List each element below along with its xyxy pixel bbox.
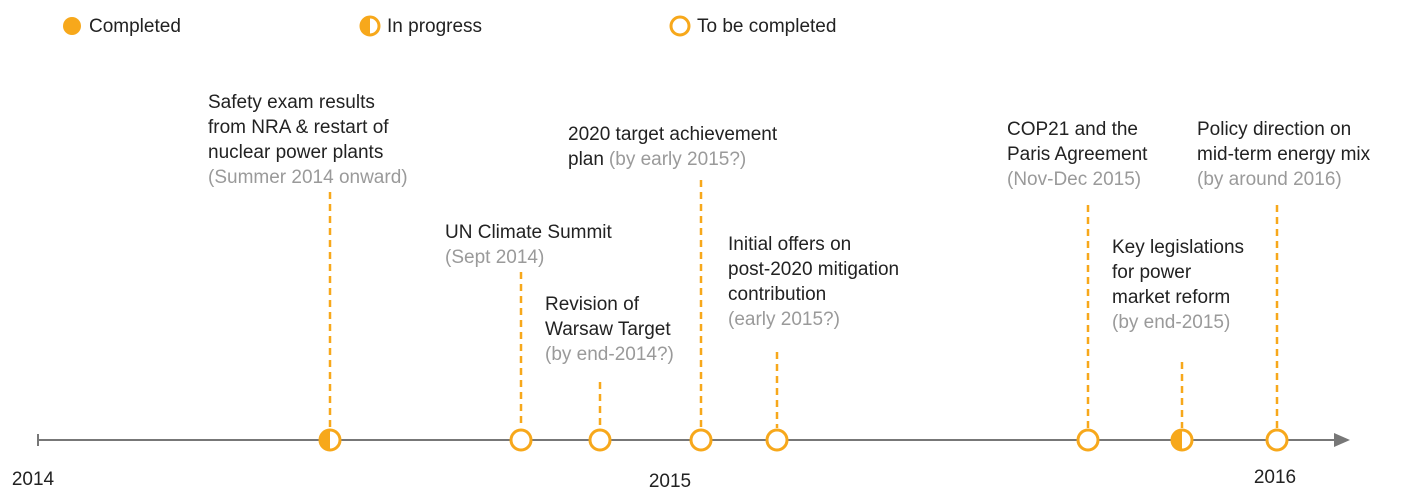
event-label: post-2020 mitigation <box>728 259 899 280</box>
legend-label: In progress <box>387 16 482 37</box>
event-date: (by end-2015) <box>1112 312 1230 333</box>
marker-ring <box>1265 428 1289 452</box>
event-label: COP21 and the <box>1007 119 1138 140</box>
year-label: 2015 <box>649 471 691 491</box>
legend-label: To be completed <box>697 16 836 37</box>
event-date: (Summer 2014 onward) <box>208 167 408 188</box>
event-label-line: plan <box>568 149 604 170</box>
marker-fill <box>63 17 81 35</box>
event-marker <box>689 428 713 452</box>
event-label-line: market reform <box>1112 287 1230 308</box>
event-label: nuclear power plants <box>208 142 383 163</box>
event-marker <box>318 428 342 452</box>
event-label-line: Safety exam results <box>208 92 375 113</box>
event-marker <box>588 428 612 452</box>
marker-ring <box>689 428 713 452</box>
event-date: (by end-2014?) <box>545 344 674 365</box>
marker-ring <box>588 428 612 452</box>
year-label: 2014 <box>12 469 55 490</box>
event-label: Paris Agreement <box>1007 144 1148 165</box>
marker-ring <box>669 15 691 37</box>
event-label-line: Paris Agreement <box>1007 144 1148 165</box>
axis-arrow <box>1334 433 1350 447</box>
event-label: UN Climate Summit <box>445 222 613 243</box>
marker-half <box>361 17 370 35</box>
event-marker <box>765 428 789 452</box>
event-label: Key legislations <box>1112 237 1244 258</box>
event-date: (Nov-Dec 2015) <box>1007 169 1141 190</box>
event-label-line: Revision of <box>545 294 640 315</box>
legend-marker <box>669 15 691 37</box>
marker-half <box>1172 430 1182 450</box>
event-label: 2020 target achievement <box>568 124 778 145</box>
legend-marker <box>359 15 381 37</box>
event-label-line: contribution <box>728 284 826 305</box>
marker-half <box>320 430 330 450</box>
event-marker <box>1265 428 1289 452</box>
event-label-line: mid-term energy mix <box>1197 144 1371 165</box>
event-label: Initial offers on <box>728 234 851 255</box>
event-marker <box>1076 428 1100 452</box>
event-label: Safety exam results <box>208 92 375 113</box>
event-label: from NRA & restart of <box>208 117 389 138</box>
event-label-line: UN Climate Summit <box>445 222 613 243</box>
event-label-line: 2020 target achievement <box>568 124 778 145</box>
event-label: contribution <box>728 284 826 305</box>
event-label: Revision of <box>545 294 640 315</box>
event-label-line: Key legislations <box>1112 237 1244 258</box>
event-label: plan (by early 2015?) <box>568 149 746 170</box>
event-label-line: post-2020 mitigation <box>728 259 899 280</box>
marker-ring <box>765 428 789 452</box>
event-marker <box>1170 428 1194 452</box>
event-label: for power <box>1112 262 1192 283</box>
event-label: Policy direction on <box>1197 119 1351 140</box>
event-label: mid-term energy mix <box>1197 144 1371 165</box>
event-label-line: Initial offers on <box>728 234 851 255</box>
marker-ring <box>509 428 533 452</box>
event-label-line: COP21 and the <box>1007 119 1138 140</box>
legend-label: Completed <box>89 16 181 37</box>
event-label: market reform <box>1112 287 1230 308</box>
event-label-line: from NRA & restart of <box>208 117 389 138</box>
event-date: (by around 2016) <box>1197 169 1342 190</box>
event-date: (by early 2015?) <box>609 149 746 170</box>
event-label-line: Warsaw Target <box>545 319 671 340</box>
event-label-line: Policy direction on <box>1197 119 1351 140</box>
year-label: 2016 <box>1254 467 1296 488</box>
event-date: (early 2015?) <box>728 309 840 330</box>
marker-ring <box>1076 428 1100 452</box>
event-date: (Sept 2014) <box>445 247 544 268</box>
event-label: Warsaw Target <box>545 319 671 340</box>
event-marker <box>509 428 533 452</box>
legend-marker <box>63 17 81 35</box>
event-label-line: for power <box>1112 262 1192 283</box>
event-label-line: nuclear power plants <box>208 142 383 163</box>
